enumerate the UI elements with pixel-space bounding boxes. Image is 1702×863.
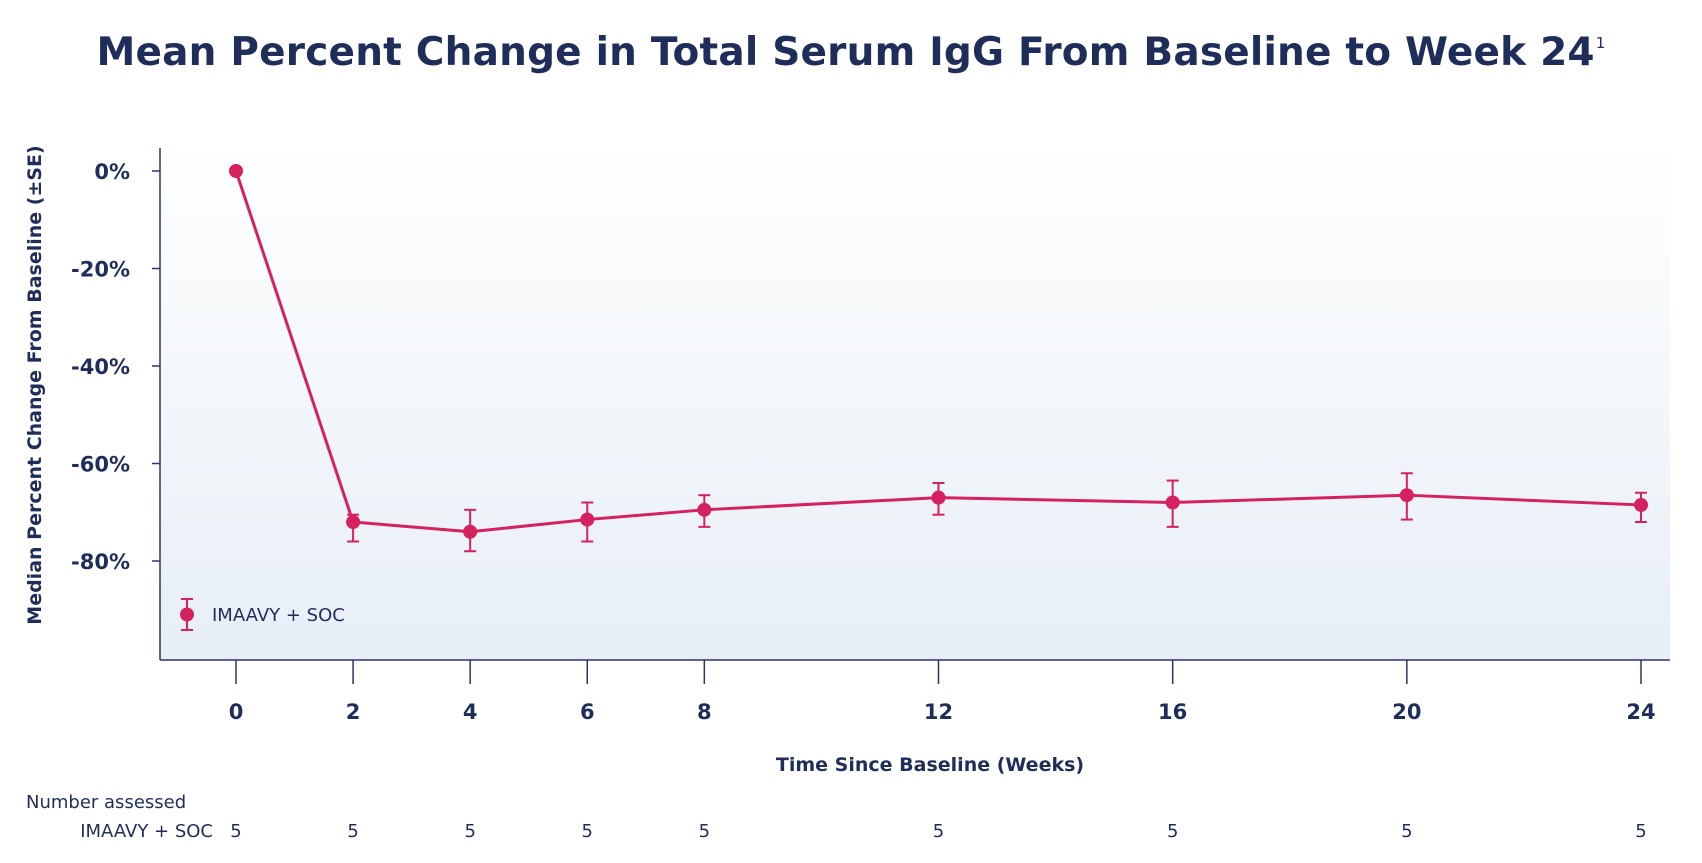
data-point: [463, 524, 478, 539]
x-tick-label: 6: [580, 700, 595, 724]
data-point: [229, 164, 243, 178]
x-tick-label: 20: [1392, 700, 1421, 724]
number-assessed-value: 5: [347, 821, 358, 842]
x-tick-label: 8: [697, 700, 712, 724]
number-assessed-header: Number assessed: [26, 792, 186, 813]
x-axis-label: Time Since Baseline (Weeks): [776, 754, 1084, 776]
number-assessed-value: 5: [1401, 821, 1412, 842]
chart-title: Mean Percent Change in Total Serum IgG F…: [0, 30, 1702, 75]
y-tick-label: 0%: [94, 160, 130, 184]
legend: IMAAVY + SOC: [180, 598, 345, 631]
legend-marker: [180, 607, 194, 622]
data-point: [580, 512, 595, 527]
data-point: [346, 515, 361, 529]
data-point: [1634, 497, 1648, 512]
y-tick-label: -60%: [71, 453, 130, 477]
data-point: [697, 502, 712, 517]
title-footnote: 1: [1595, 34, 1606, 52]
x-tick-label: 4: [463, 700, 478, 724]
y-tick-label: -20%: [71, 258, 130, 282]
number-assessed-value: 5: [933, 821, 944, 842]
number-assessed-row-label: IMAAVY + SOC: [80, 821, 213, 842]
x-tick-label: 24: [1626, 700, 1655, 724]
x-tick-label: 16: [1158, 700, 1187, 724]
chart-title-text: Mean Percent Change in Total Serum IgG F…: [96, 30, 1595, 75]
number-assessed-value: 5: [699, 821, 710, 842]
y-tick-label: -80%: [71, 550, 130, 574]
x-tick-label: 2: [346, 700, 361, 724]
legend-label: IMAAVY + SOC: [212, 605, 345, 626]
x-tick-label: 12: [924, 700, 953, 724]
number-assessed-value: 5: [230, 821, 241, 842]
x-tick-label: 0: [229, 700, 244, 724]
number-assessed-value: 5: [464, 821, 475, 842]
data-point: [1165, 495, 1180, 510]
number-assessed-value: 5: [1167, 821, 1178, 842]
data-point: [1399, 488, 1414, 503]
y-axis-label: Median Percent Change From Baseline (±SE…: [24, 145, 46, 624]
plot-background: [160, 148, 1670, 660]
number-assessed-value: 5: [582, 821, 593, 842]
number-assessed-value: 5: [1635, 821, 1646, 842]
data-point: [931, 490, 946, 505]
y-tick-label: -40%: [71, 355, 130, 379]
